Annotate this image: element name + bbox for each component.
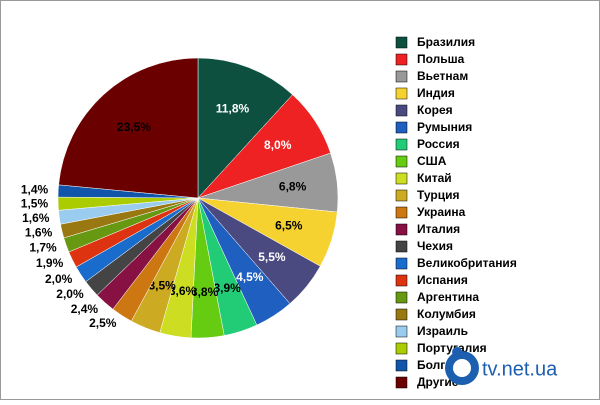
- data-label: 3,8%: [191, 285, 219, 299]
- data-label: 1,4%: [21, 183, 49, 197]
- legend-swatch: [395, 257, 408, 270]
- data-label: 2,4%: [71, 302, 99, 316]
- legend-swatch: [395, 376, 408, 389]
- legend-label: Корея: [417, 103, 453, 117]
- data-label: 23,5%: [117, 120, 151, 134]
- legend-swatch: [395, 36, 408, 49]
- legend-label: Турция: [417, 188, 459, 202]
- data-label: 6,8%: [279, 179, 307, 193]
- legend-label: Португалия: [417, 341, 487, 355]
- legend-swatch: [395, 70, 408, 83]
- data-label: 11,8%: [216, 101, 250, 115]
- logo: tv.net.ua: [445, 347, 558, 385]
- data-label: 8,0%: [264, 138, 292, 152]
- legend-swatch: [395, 291, 408, 304]
- pie: 11,8% 8,0% 6,8% 6,5% 5,5% 4,5%3,9%3,8%3,6%3,5…: [21, 57, 339, 339]
- legend-swatch: [395, 223, 408, 236]
- legend-label: Украина: [417, 205, 466, 219]
- legend-label: Индия: [417, 86, 455, 100]
- data-label: 1,7%: [29, 241, 57, 255]
- data-label: 1,6%: [25, 226, 53, 240]
- legend-label: Польша: [417, 52, 465, 66]
- data-label: 2,0%: [56, 287, 84, 301]
- pie-slice: [58, 57, 199, 199]
- legend-swatch: [395, 342, 408, 355]
- legend-swatch: [395, 138, 408, 151]
- logo-dot: [452, 347, 462, 357]
- data-label: 4,5%: [236, 270, 264, 284]
- legend-swatch: [395, 104, 408, 117]
- legend-label: Аргентина: [417, 290, 479, 304]
- legend-swatch: [395, 87, 408, 100]
- legend: Бразилия Польша Вьетнам Индия Корея Румыния Ро…: [395, 35, 517, 389]
- legend-label: Бразилия: [417, 35, 475, 49]
- pie-slice: [197, 57, 293, 199]
- legend-label: США: [417, 154, 447, 168]
- legend-swatch: [395, 240, 408, 253]
- legend-swatch: [395, 308, 408, 321]
- data-label: 1,6%: [22, 211, 50, 225]
- data-label: 3,6%: [169, 284, 197, 298]
- data-label: 2,5%: [89, 316, 117, 330]
- legend-swatch: [395, 189, 408, 202]
- legend-swatch: [395, 274, 408, 287]
- data-label: 5,5%: [258, 250, 286, 264]
- data-label: 6,5%: [275, 219, 303, 233]
- legend-label: Колумбия: [417, 307, 476, 321]
- legend-label: Испания: [417, 273, 468, 287]
- legend-swatch: [395, 325, 408, 338]
- data-label: 3,9%: [213, 281, 241, 295]
- data-label: 1,9%: [36, 256, 64, 270]
- legend-label: Чехия: [417, 239, 453, 253]
- data-label: 2,0%: [45, 272, 73, 286]
- legend-swatch: [395, 172, 408, 185]
- legend-label: Румыния: [417, 120, 472, 134]
- legend-label: Италия: [417, 222, 460, 236]
- legend-label: Израиль: [417, 324, 468, 338]
- legend-label: Другие: [417, 375, 459, 389]
- legend-swatch: [395, 206, 408, 219]
- watermark: tv.net.ua: [482, 358, 558, 380]
- legend-label: Китай: [417, 171, 452, 185]
- data-label: 3,5%: [148, 278, 176, 292]
- legend-swatch: [395, 359, 408, 372]
- legend-swatch: [395, 53, 408, 66]
- legend-swatch: [395, 121, 408, 134]
- legend-label: Россия: [417, 137, 460, 151]
- legend-label: Великобритания: [417, 256, 517, 270]
- data-label: 1,5%: [21, 196, 49, 210]
- legend-label: Вьетнам: [417, 69, 468, 83]
- legend-swatch: [395, 155, 408, 168]
- logo-icon-inner: [453, 359, 471, 377]
